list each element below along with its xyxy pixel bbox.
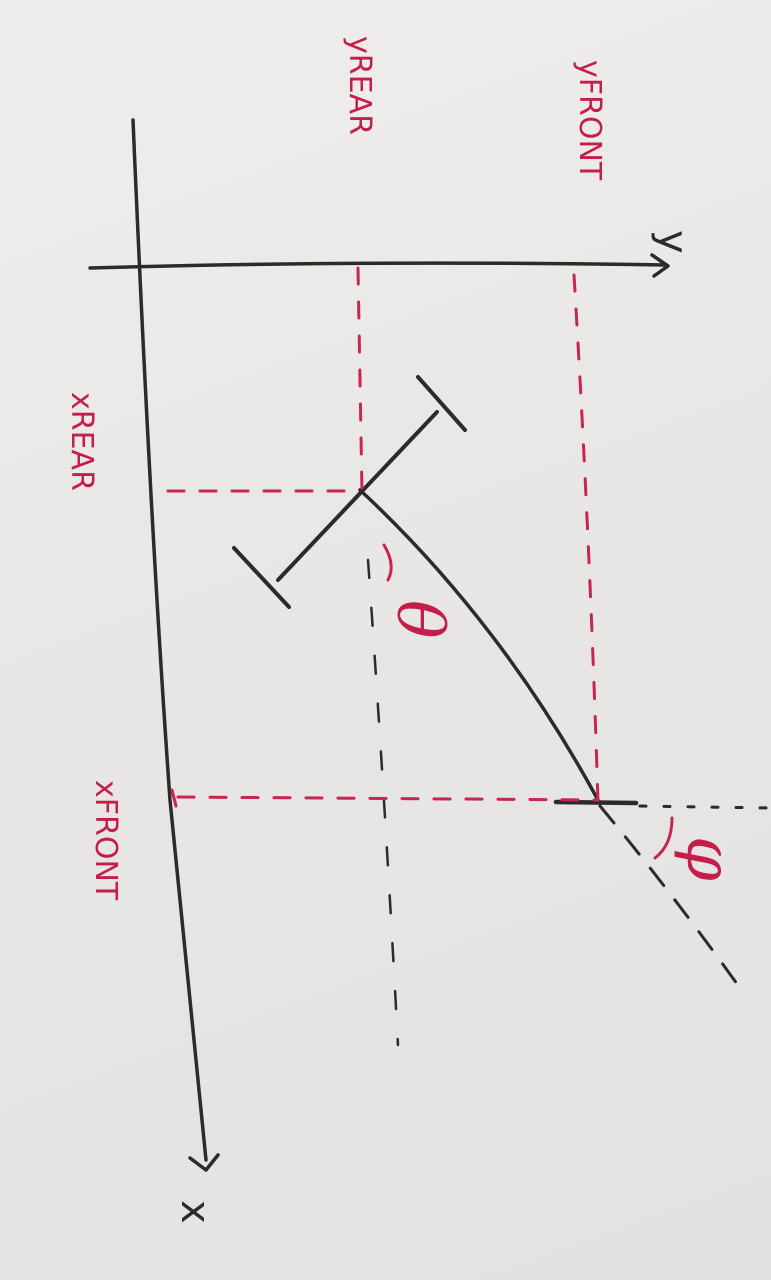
theta-label: θ (382, 600, 456, 639)
rear-wheel-bottom (232, 546, 291, 609)
x-front-label: xFRONT (88, 780, 123, 901)
steering-direction-dashed (598, 804, 747, 997)
rear-wheel-top (416, 375, 467, 432)
x-axis-line (131, 118, 208, 1162)
phi-label: φ (672, 836, 746, 881)
front-wheel-mark (553, 799, 639, 806)
rear-heading-reference-dashed (366, 558, 400, 1047)
y-axis-line (88, 261, 667, 270)
y-axis-label: y (650, 230, 696, 254)
y-rear-projection (356, 266, 364, 494)
x-rear-label: xREAR (64, 392, 99, 491)
y-axis-arrowhead (650, 253, 670, 278)
theta-arc (382, 543, 393, 582)
body-line (358, 488, 600, 802)
y-rear-label: yREAR (342, 36, 377, 135)
x-front-projection (176, 795, 600, 802)
x-axis-arrowhead (188, 1153, 220, 1172)
y-front-projection (572, 273, 600, 804)
rear-axle-line (276, 410, 439, 582)
x-front-tick (170, 788, 178, 808)
y-front-label: yFRONT (572, 60, 607, 181)
heading-reference-dashed (638, 804, 771, 810)
phi-arc (653, 816, 674, 860)
x-axis-label: x (172, 1200, 218, 1224)
